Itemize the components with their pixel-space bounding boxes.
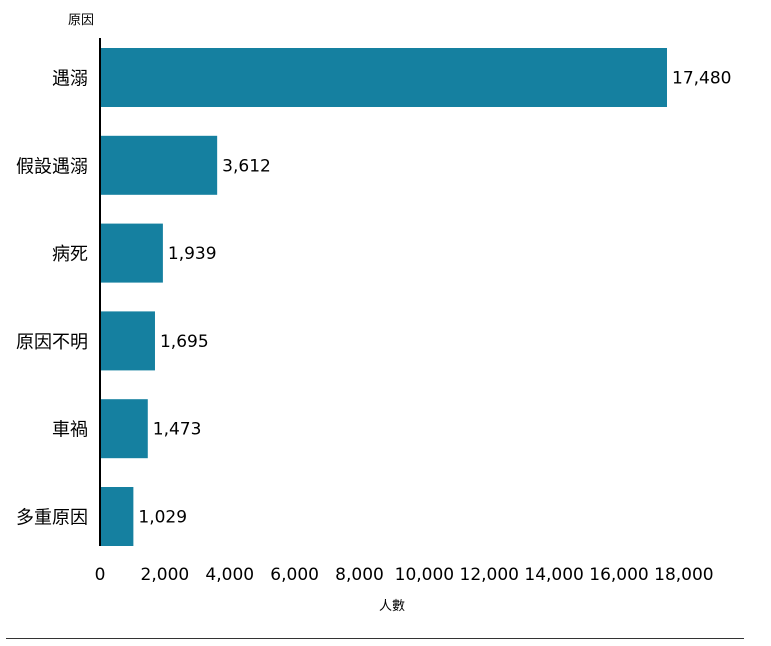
category-label: 車禍	[52, 420, 88, 441]
category-label: 原因不明	[16, 332, 88, 353]
x-tick-label: 18,000	[654, 565, 713, 585]
value-label: 1,695	[160, 332, 209, 352]
x-tick-label: 12,000	[460, 565, 519, 585]
x-tick-labels: 0 2,000 4,000 6,000 8,000 10,000 12,000 14,000 1…	[95, 565, 714, 585]
category-label: 假設遇溺	[16, 156, 88, 177]
bar	[100, 311, 155, 371]
bar	[100, 487, 134, 546]
bar	[100, 399, 148, 459]
x-tick-label: 2,000	[141, 565, 190, 585]
category-label: 多重原因	[16, 508, 88, 529]
bars-group	[100, 48, 667, 546]
x-tick-label: 4,000	[205, 565, 254, 585]
value-labels: 17,480 3,612 1,939 1,695 1,473 1,029	[138, 69, 731, 528]
x-tick-label: 8,000	[335, 565, 384, 585]
x-axis-title: 人數	[379, 599, 405, 614]
category-label: 病死	[52, 244, 88, 265]
x-tick-label: 14,000	[524, 565, 583, 585]
bar	[100, 223, 163, 283]
bar	[100, 135, 218, 195]
value-label: 1,473	[153, 420, 202, 440]
category-label: 遇溺	[52, 69, 88, 90]
x-tick-label: 6,000	[270, 565, 319, 585]
value-label: 3,612	[222, 156, 271, 176]
value-label: 17,480	[672, 69, 731, 89]
value-label: 1,939	[168, 244, 217, 264]
footer-divider	[6, 638, 744, 639]
x-tick-label: 16,000	[589, 565, 648, 585]
x-tick-label: 10,000	[395, 565, 454, 585]
y-axis-title: 原因	[68, 13, 94, 28]
bar	[100, 48, 667, 107]
value-label: 1,029	[138, 508, 187, 528]
x-tick-label: 0	[95, 565, 106, 585]
